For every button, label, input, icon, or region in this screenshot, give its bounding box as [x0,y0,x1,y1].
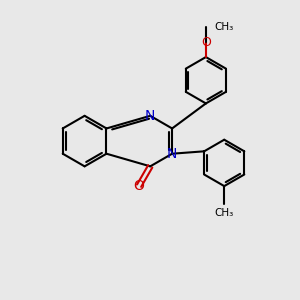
Text: N: N [167,147,177,161]
Text: CH₃: CH₃ [215,22,234,32]
Text: O: O [134,179,145,193]
Text: O: O [201,36,211,49]
Text: CH₃: CH₃ [214,208,234,218]
Text: N: N [145,109,155,123]
